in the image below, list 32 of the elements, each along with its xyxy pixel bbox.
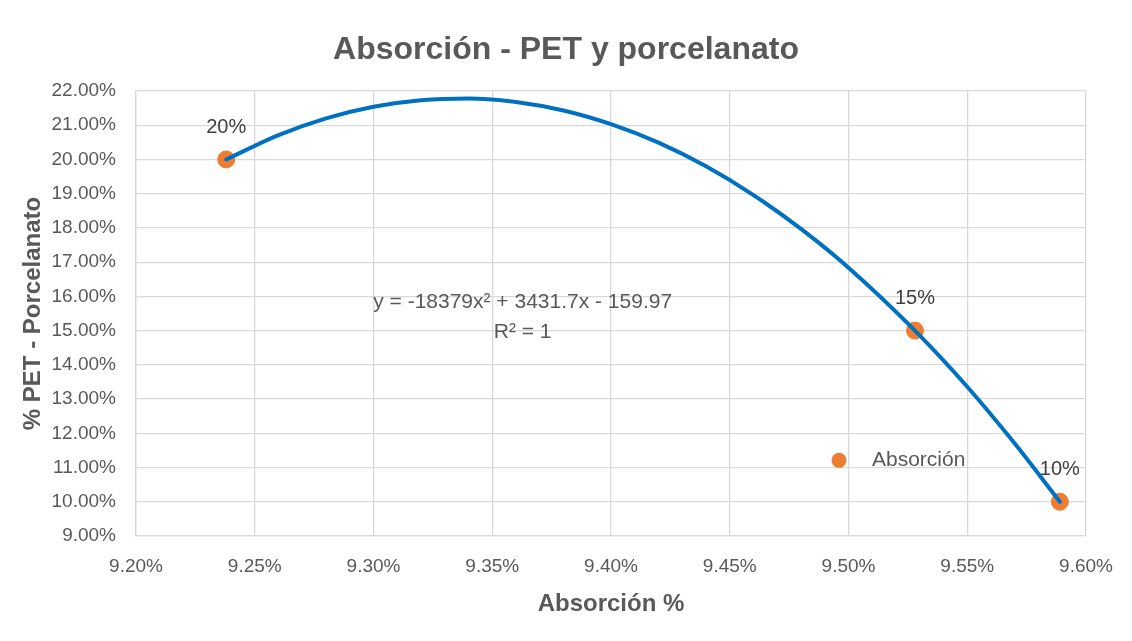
x-tick-label: 9.40% [584, 554, 639, 576]
y-tick-label: 12.00% [51, 421, 117, 443]
y-tick-label: 9.00% [62, 524, 117, 546]
y-axis-title: % PET - Porcelanato [18, 196, 46, 431]
annotation: R² = 1 [493, 318, 552, 342]
data-label: 10% [1039, 457, 1081, 480]
y-tick-label: 20.00% [51, 147, 117, 169]
x-tick-label: 9.35% [465, 554, 520, 576]
y-tick-label: 18.00% [51, 216, 117, 238]
x-tick-label: 9.55% [940, 554, 995, 576]
y-tick-label: 22.00% [51, 79, 117, 101]
x-tick-label: 9.45% [702, 554, 757, 576]
x-tick-label: 9.25% [227, 554, 282, 576]
x-tick-label: 9.60% [1059, 554, 1114, 576]
x-tick-label: 9.20% [109, 554, 164, 576]
y-tick-label: 13.00% [51, 387, 117, 409]
y-tick-label: 19.00% [51, 181, 117, 203]
x-axis-title: Absorción % [537, 588, 685, 616]
chart-title: Absorción - PET y porcelanato [333, 29, 799, 66]
y-tick-label: 11.00% [52, 455, 117, 477]
y-tick-label: 21.00% [51, 113, 117, 135]
y-tick-label: 16.00% [51, 284, 117, 306]
x-tick-label: 9.50% [821, 554, 876, 576]
data-label: 20% [206, 114, 247, 137]
y-tick-label: 15.00% [51, 318, 117, 340]
data-label: 15% [894, 286, 936, 309]
y-tick-label: 10.00% [51, 490, 117, 511]
y-tick-label: 17.00% [51, 250, 117, 272]
y-tick-label: 14.00% [51, 353, 117, 375]
legend-label: Absorción [872, 447, 966, 471]
x-tick-label: 9.30% [346, 554, 401, 576]
annotation: y = -18379x² + 3431.7x - 159.97 [373, 288, 673, 312]
